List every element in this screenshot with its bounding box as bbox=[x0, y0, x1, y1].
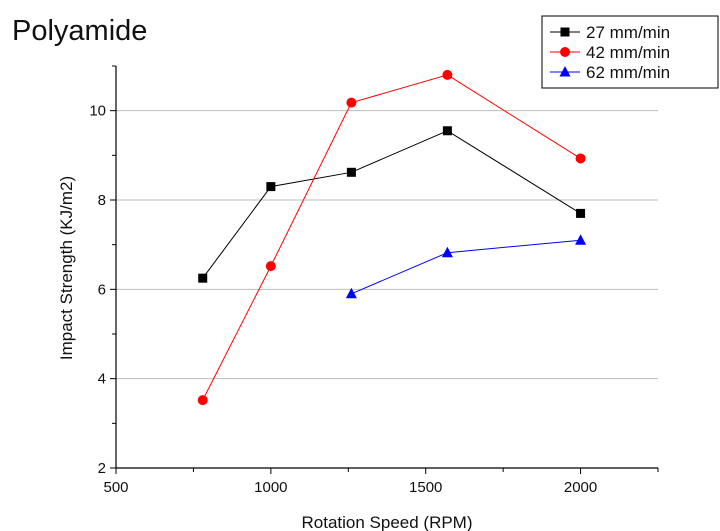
x-tick-label: 1000 bbox=[254, 479, 287, 496]
y-axis-title: Impact Strength (KJ/m2) bbox=[57, 176, 76, 360]
legend-label: 42 mm/min bbox=[586, 43, 670, 62]
x-axis-title: Rotation Speed (RPM) bbox=[301, 513, 472, 531]
data-point bbox=[345, 287, 357, 299]
series-3 bbox=[345, 234, 587, 299]
y-tick-label: 4 bbox=[98, 371, 106, 388]
legend-marker bbox=[560, 27, 570, 37]
y-tick-label: 8 bbox=[98, 192, 106, 209]
data-point bbox=[575, 153, 586, 164]
data-point bbox=[441, 246, 453, 258]
y-tick-label: 2 bbox=[98, 460, 106, 477]
series-1 bbox=[198, 126, 586, 283]
chart-title: Polyamide bbox=[12, 15, 147, 47]
data-point bbox=[198, 273, 208, 283]
series-2 bbox=[197, 69, 586, 406]
data-point bbox=[442, 126, 452, 136]
x-tick-label: 2000 bbox=[564, 479, 597, 496]
data-point bbox=[576, 208, 586, 218]
series-line bbox=[202, 130, 581, 279]
legend-label: 62 mm/min bbox=[586, 63, 670, 82]
axes: 2 4 6 8 10 500 1000 1500 2000 bbox=[89, 65, 659, 496]
x-tick-label: 500 bbox=[103, 479, 128, 496]
legend-item: 42 mm/min bbox=[550, 43, 670, 62]
legend-marker bbox=[559, 66, 571, 77]
data-point bbox=[346, 167, 356, 177]
data-point bbox=[197, 395, 208, 406]
y-tick-label: 6 bbox=[98, 281, 106, 298]
data-point bbox=[442, 69, 453, 80]
legend-item: 62 mm/min bbox=[550, 63, 670, 82]
data-point bbox=[266, 182, 276, 192]
series-line bbox=[351, 239, 581, 295]
series-layer bbox=[197, 69, 587, 406]
x-tick-label: 1500 bbox=[409, 479, 442, 496]
legend-label: 27 mm/min bbox=[586, 23, 670, 42]
legend-marker bbox=[560, 47, 570, 57]
legend-item: 27 mm/min bbox=[550, 23, 670, 42]
y-tick-label: 10 bbox=[89, 103, 106, 120]
grid-lines bbox=[116, 110, 658, 380]
series-line bbox=[202, 74, 581, 401]
data-point bbox=[265, 261, 276, 272]
data-point bbox=[346, 97, 357, 108]
data-point bbox=[575, 234, 587, 245]
